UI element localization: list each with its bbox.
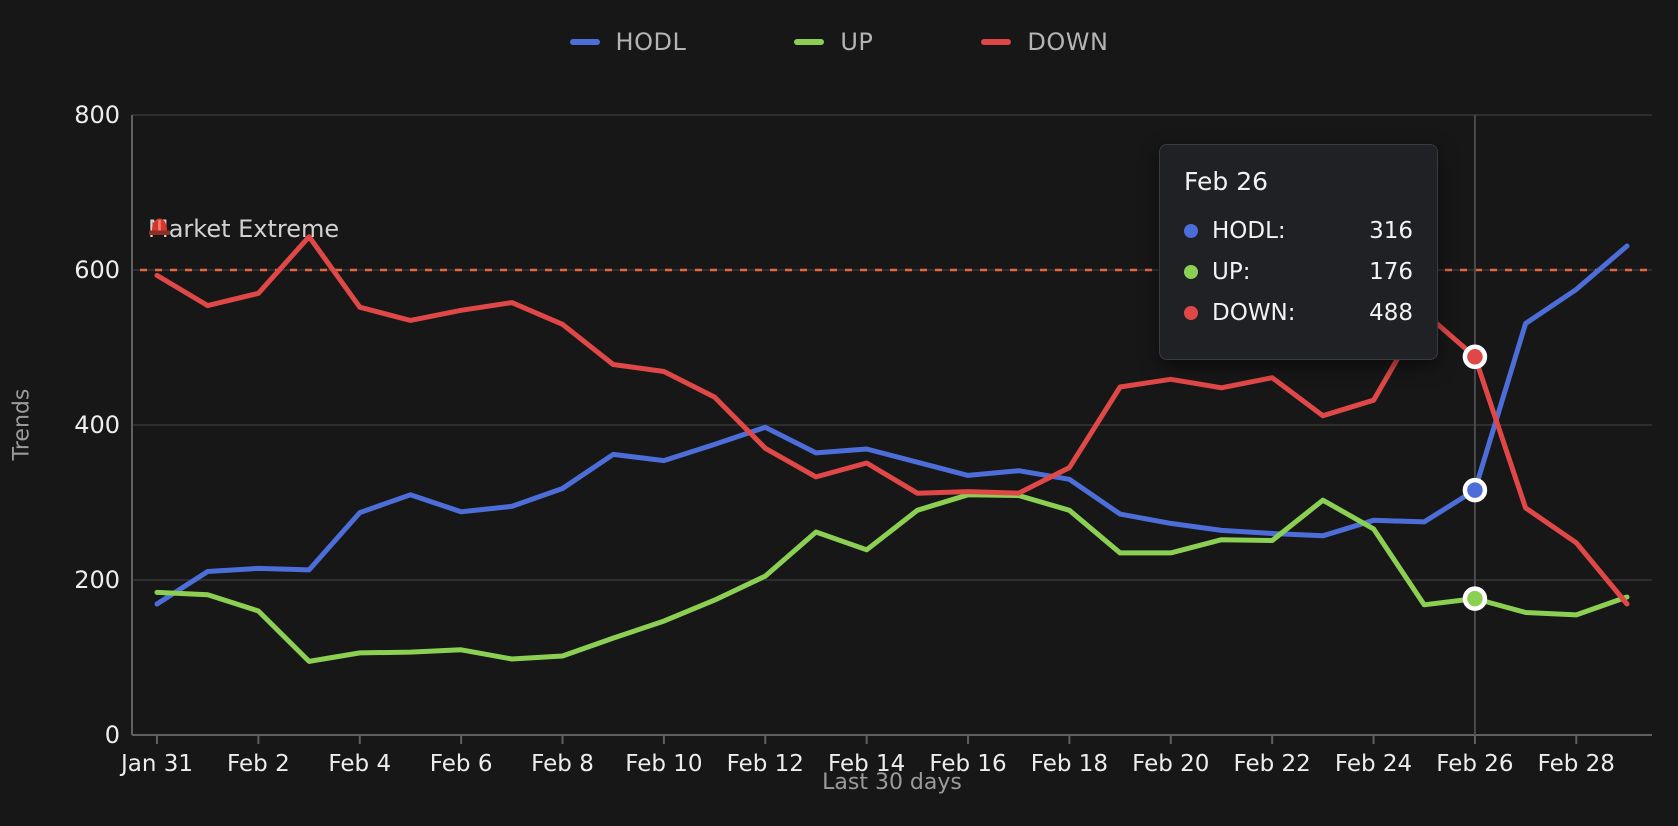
series-line-up[interactable] [154, 492, 1630, 664]
series-line-hodl[interactable] [154, 243, 1630, 607]
legend-dash-up [794, 39, 825, 45]
legend-item-hodl[interactable]: HODL [569, 28, 687, 56]
legend-label: UP [840, 28, 874, 56]
x-tick-label: Feb 24 [1335, 751, 1412, 777]
x-tick-label: Feb 26 [1436, 751, 1513, 777]
y-tick-label-600: 600 [74, 256, 120, 284]
tooltip-row: HODL: 316 [1184, 218, 1413, 244]
x-tick-label: Feb 14 [828, 751, 905, 777]
highlight-dot-hodl[interactable] [1462, 477, 1488, 503]
y-axis-title: Trends [9, 388, 35, 461]
x-tick-label: Feb 6 [430, 751, 493, 777]
tooltip-series-dot [1184, 265, 1198, 279]
x-axis-title: Last 30 days [822, 770, 962, 795]
legend-label: HODL [615, 28, 687, 56]
tooltip-title: Feb 26 [1184, 167, 1269, 196]
tooltip-row: DOWN: 488 [1184, 300, 1413, 326]
tooltip-row: UP: 176 [1184, 259, 1413, 285]
tooltip-series-label: UP: [1212, 259, 1251, 285]
x-tick-label: Feb 12 [727, 751, 804, 777]
legend-item-up[interactable]: UP [794, 28, 873, 56]
tooltip-series-dot [1184, 306, 1198, 320]
x-tick-label: Feb 22 [1234, 751, 1311, 777]
y-tick-label-400: 400 [74, 411, 120, 439]
legend-dash-down [981, 39, 1012, 45]
tooltip-series-dot [1184, 224, 1198, 238]
series-line-down[interactable] [154, 234, 1630, 607]
legend-dash-hodl [569, 39, 600, 45]
chart-legend: HODL UP DOWN [0, 28, 1678, 56]
x-tick-label: Feb 20 [1132, 751, 1209, 777]
y-tick-label-200: 200 [74, 566, 120, 594]
siren-icon [149, 218, 170, 235]
highlight-dot-up[interactable] [1462, 586, 1488, 611]
y-tick-label-800: 800 [74, 101, 120, 129]
tooltip-series-value: 488 [1369, 300, 1413, 326]
x-tick-label: Feb 10 [625, 751, 702, 777]
threshold-annotation: Market Extreme [148, 215, 339, 243]
x-tick-label: Feb 18 [1031, 751, 1108, 777]
legend-label: DOWN [1027, 28, 1109, 56]
y-tick-label-0: 0 [105, 721, 120, 749]
legend-item-down[interactable]: DOWN [981, 28, 1108, 56]
tooltip: Feb 26 HODL: 316 UP: 176 DOWN: 488 [1159, 144, 1438, 360]
threshold-label: Market Extreme [148, 215, 340, 243]
x-tick-label: Feb 2 [227, 751, 290, 777]
tooltip-series-value: 316 [1369, 218, 1413, 244]
x-tick-label: Feb 28 [1538, 751, 1615, 777]
tooltip-series-label: DOWN: [1212, 300, 1296, 326]
tooltip-series-label: HODL: [1212, 218, 1286, 244]
x-tick-label: Feb 8 [531, 751, 594, 777]
highlight-dot-down[interactable] [1462, 344, 1488, 370]
x-tick-label: Feb 4 [328, 751, 391, 777]
x-tick-label: Jan 31 [119, 751, 193, 777]
x-tick-label: Feb 16 [929, 751, 1006, 777]
tooltip-series-value: 176 [1369, 259, 1413, 285]
